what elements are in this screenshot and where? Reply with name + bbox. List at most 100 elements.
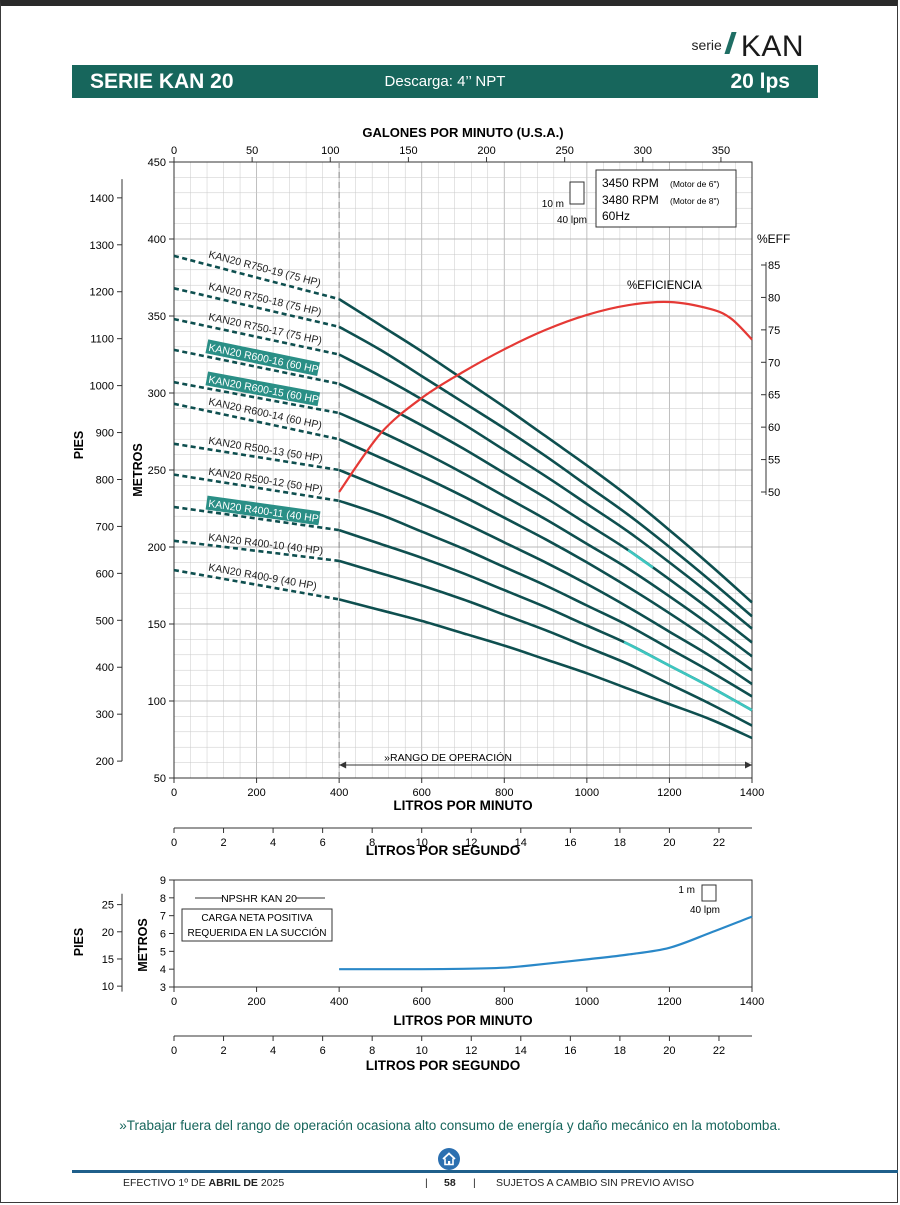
rpm-legend-box [595,169,737,228]
npshr-metros-axis-title: METROS [136,918,150,971]
pump-curve-dashed [173,473,340,503]
pump-curve-dashed [173,539,340,563]
chart-axes [117,157,767,783]
pump-curve [338,598,753,740]
legend-motor2: (Motor de 8") [670,196,719,206]
lps-tick-label: 6 [320,837,326,849]
metros-tick-label: 150 [148,619,166,631]
npshr-lpm-tick-label: 400 [330,996,348,1008]
lpm-tick-label: 1000 [575,787,599,799]
lps-tick-label: 0 [171,1045,177,1057]
banner-discharge: Descarga: 4’’ NPT [384,73,506,90]
efficiency-label: %EFICIENCIA [627,280,702,292]
legend-motor1: (Motor de 6") [670,179,719,189]
pump-curve [338,559,753,727]
serie-name: KAN [740,30,804,63]
footer-effective-date: ABRIL DE [208,1177,258,1189]
pump-label-highlight [205,371,321,407]
lps-tick-label: 22 [713,837,725,849]
eff-tick-label: 75 [768,325,780,337]
lps-tick-label: 2 [220,837,226,849]
pump-curve [338,411,753,658]
scale-h-label: 40 lpm [557,215,587,226]
pump-curve-label: KAN20 R400-11 (40 HP) [208,498,323,526]
footer-effective-prefix: EFECTIVO 1º DE [123,1177,206,1189]
npshr-pies-tick-label: 15 [102,954,114,966]
npshr-pies-tick-label: 25 [102,900,114,912]
gpm-tick-label: 350 [712,145,730,157]
operating-range-label: »RANGO DE OPERACIÓN [384,751,512,764]
gpm-tick-label: 50 [246,145,258,157]
gpm-tick-label: 0 [171,145,177,157]
npshr-pies-axis-title: PIES [72,928,86,957]
npshr-metros-tick-label: 7 [160,911,166,923]
npshr-desc-box [181,908,333,942]
lps-tick-label: 2 [220,1045,226,1057]
pump-curve-dashed [173,317,340,356]
lps-tick-label: 16 [564,837,576,849]
npshr-lpm-axis-title: LITROS POR MINUTO [393,1013,532,1028]
npshr-series-label: NPSHR KAN 20 [221,893,297,905]
lps-tick-label: 12 [465,1045,477,1057]
npshr-scale-cell [701,884,717,902]
gpm-tick-label: 200 [477,145,495,157]
npshr-lpm-tick-label: 1400 [740,996,764,1008]
metros-tick-label: 400 [148,234,166,246]
lpm-axis-title: LITROS POR MINUTO [393,798,532,813]
pump-curve [338,297,753,604]
footer-sep-1: | [425,1177,428,1189]
serie-label: serie [691,37,722,53]
npshr-lpm-tick-label: 600 [413,996,431,1008]
pump-curve-label: KAN20 R400-10 (40 HP) [208,532,324,558]
npshr-metros-tick-label: 5 [160,946,166,958]
npshr-desc-line2: REQUERIDA EN LA SUCCIÓN [188,926,327,939]
title-banner: SERIE KAN 20 Descarga: 4’’ NPT 20 lps [72,65,818,98]
footer-disclaimer: SUJETOS A CAMBIO SIN PREVIO AVISO [496,1177,695,1189]
home-button[interactable] [438,1148,460,1170]
lps-tick-label: 14 [515,837,527,849]
operating-warning-note: »Trabajar fuera del rango de operación o… [119,1118,781,1133]
npshr-scale-v-label: 1 m [678,885,695,896]
pies-tick-label: 1200 [90,287,114,299]
footer-effective-year: 2025 [260,1177,285,1189]
scale-cell [569,181,585,205]
efficiency-curve [338,300,753,493]
pies-tick-label: 500 [96,615,114,627]
lps-tick-label: 6 [320,1045,326,1057]
pies-tick-label: 400 [96,662,114,674]
lps-axis-title: LITROS POR SEGUNDO [366,843,521,858]
npshr-lpm-tick-label: 800 [495,996,513,1008]
footer-sep-2: | [473,1177,476,1189]
pump-curve-dashed [173,505,340,532]
metros-tick-label: 200 [148,542,166,554]
lps-tick-label: 14 [515,1045,527,1057]
npshr-lpm-tick-label: 1200 [657,996,681,1008]
npshr-metros-tick-label: 4 [160,964,166,976]
eff-tick-label: 50 [768,487,780,499]
chart-curves [173,254,753,740]
npshr-metros-tick-label: 9 [160,875,166,887]
pump-curve-highlight [627,549,654,569]
eff-tick-label: 55 [768,455,780,467]
pump-curve [338,528,753,712]
pump-label-highlight [205,339,320,377]
lps-tick-label: 22 [713,1045,725,1057]
lps-tick-label: 4 [270,837,276,849]
scale-v-label: 10 m [542,199,564,210]
eff-tick-label: 85 [768,260,780,272]
banner-title: SERIE KAN 20 [90,70,234,93]
eff-tick-label: 80 [768,292,780,304]
lps-axis: 0 2 4 6 8 10 12 14 16 18 20 22 LITROS POR SEGUNDO [171,827,752,858]
pies-tick-label: 700 [96,521,114,533]
pump-curve-dashed [173,442,340,472]
metros-tick-label: 50 [154,773,166,785]
eff-axis-title: %EFF [757,232,790,246]
pump-curve [338,382,753,644]
lpm-tick-label: 1200 [657,787,681,799]
gpm-tick-label: 100 [321,145,339,157]
npshr-lpm-tick-label: 1000 [575,996,599,1008]
lps-tick-label: 12 [465,837,477,849]
